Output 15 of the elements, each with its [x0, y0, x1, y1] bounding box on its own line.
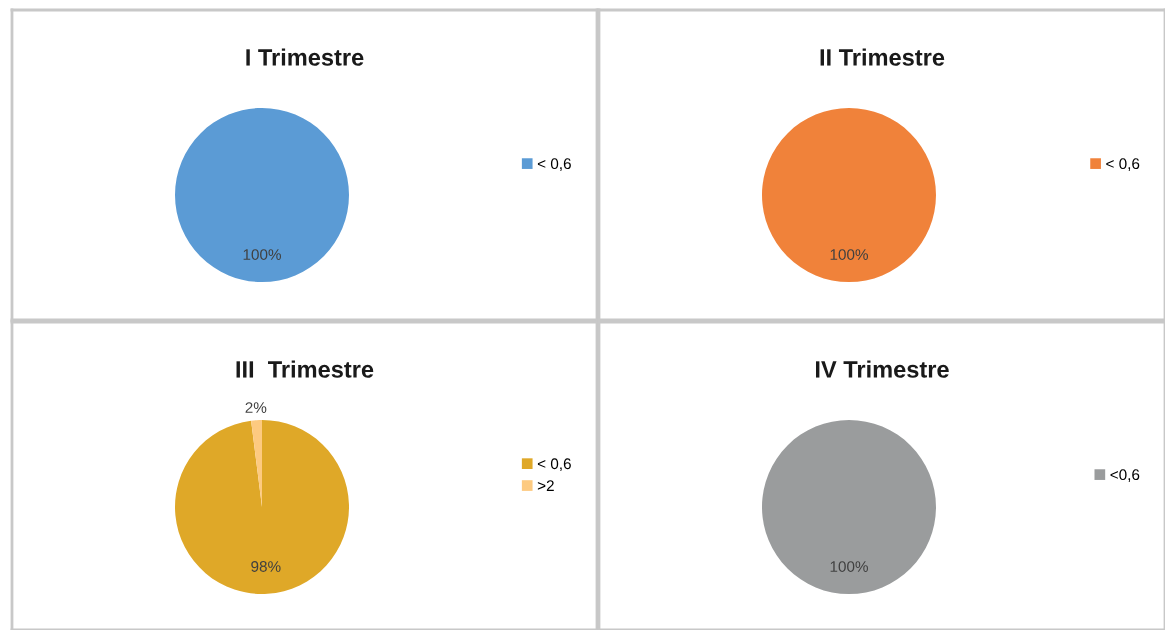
data-label: 100% [830, 561, 868, 572]
legend-label: < 0,6 [1106, 158, 1140, 171]
pie-slice [175, 420, 349, 594]
chart-title: III Trimestre [236, 360, 374, 378]
legend-label: < 0,6 [537, 158, 571, 171]
chart-title: IV Trimestre [815, 360, 949, 378]
data-label: 100% [830, 249, 868, 260]
legend-label: <0,6 [1110, 469, 1140, 482]
legend-label: >2 [537, 480, 554, 491]
data-label: 100% [243, 249, 281, 260]
chart-title: I Trimestre [246, 48, 364, 66]
chart-title: II Trimestre [820, 48, 945, 66]
data-label: 2% [245, 402, 267, 413]
data-label: 98% [251, 561, 281, 572]
legend-label: < 0,6 [537, 458, 571, 471]
